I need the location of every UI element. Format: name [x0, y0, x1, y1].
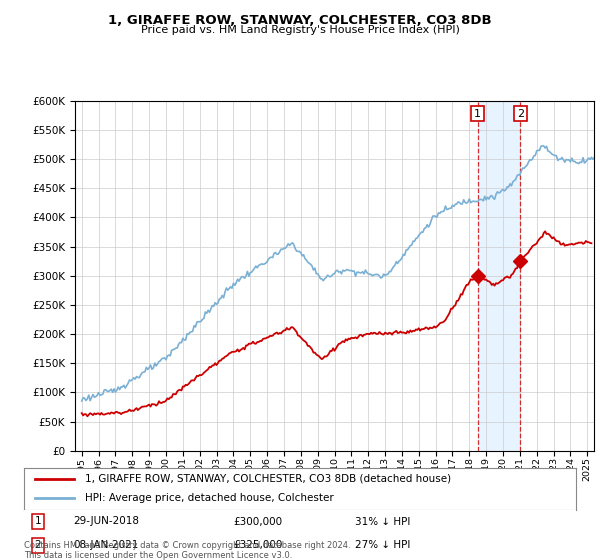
Text: Contains HM Land Registry data © Crown copyright and database right 2024.
This d: Contains HM Land Registry data © Crown c… — [24, 540, 350, 560]
Text: HPI: Average price, detached house, Colchester: HPI: Average price, detached house, Colc… — [85, 493, 334, 503]
Text: 27% ↓ HPI: 27% ↓ HPI — [355, 540, 410, 550]
Text: 1, GIRAFFE ROW, STANWAY, COLCHESTER, CO3 8DB: 1, GIRAFFE ROW, STANWAY, COLCHESTER, CO3… — [108, 14, 492, 27]
Text: 1, GIRAFFE ROW, STANWAY, COLCHESTER, CO3 8DB (detached house): 1, GIRAFFE ROW, STANWAY, COLCHESTER, CO3… — [85, 474, 451, 484]
Text: 1: 1 — [474, 109, 481, 119]
Bar — [478, 101, 520, 451]
Text: £300,000: £300,000 — [234, 516, 283, 526]
Text: 29-JUN-2018: 29-JUN-2018 — [74, 516, 140, 526]
Text: 31% ↓ HPI: 31% ↓ HPI — [355, 516, 410, 526]
Text: £325,000: £325,000 — [234, 540, 283, 550]
Text: Price paid vs. HM Land Registry's House Price Index (HPI): Price paid vs. HM Land Registry's House … — [140, 25, 460, 35]
Text: 08-JAN-2021: 08-JAN-2021 — [74, 540, 139, 550]
Text: 1: 1 — [34, 516, 41, 526]
Text: 2: 2 — [34, 540, 41, 550]
Text: 2: 2 — [517, 109, 524, 119]
